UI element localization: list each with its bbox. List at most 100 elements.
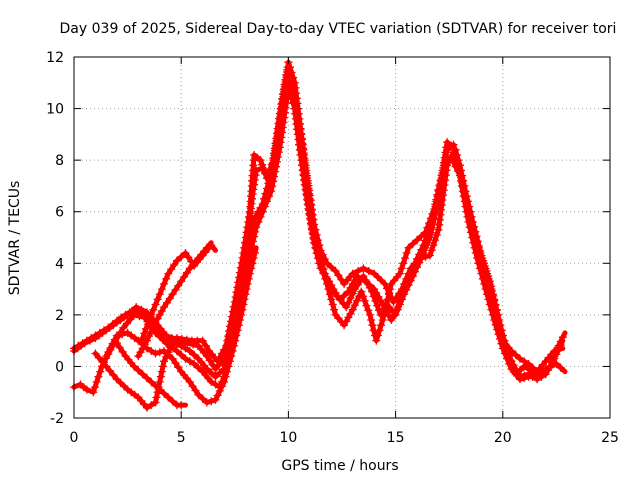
data-point-marker: [478, 274, 487, 283]
data-point-marker: [91, 383, 99, 392]
data-point-marker: [469, 238, 478, 247]
data-point-marker: [147, 310, 156, 319]
data-point-marker: [327, 263, 336, 272]
data-point-marker: [493, 325, 502, 334]
data-point-marker: [211, 380, 220, 389]
data-point-marker: [410, 267, 419, 276]
data-point-marker: [421, 236, 430, 245]
data-point-marker: [337, 275, 346, 284]
data-point-marker: [397, 264, 406, 273]
data-point-marker: [455, 171, 464, 180]
data-point-marker: [490, 316, 499, 324]
data-point-marker: [435, 215, 444, 224]
data-point-marker: [215, 386, 224, 395]
data-point-marker: [547, 362, 555, 371]
data-point-marker: [198, 336, 207, 345]
data-point-marker: [177, 277, 186, 286]
data-point-marker: [423, 223, 432, 232]
data-point-marker: [198, 394, 207, 403]
data-point-marker: [92, 377, 101, 386]
series-sidereal-day-4: [91, 71, 568, 412]
data-point-marker: [261, 189, 270, 198]
data-point-marker: [135, 312, 144, 321]
data-point-marker: [98, 358, 107, 367]
data-point-marker: [147, 401, 156, 410]
data-point-marker: [475, 264, 484, 273]
data-point-marker: [165, 294, 174, 303]
data-point-marker: [432, 195, 441, 204]
data-point-marker: [234, 321, 243, 330]
data-point-marker: [400, 290, 409, 299]
data-point-marker: [328, 300, 337, 309]
data-point-marker: [481, 285, 490, 294]
data-point-marker: [359, 264, 368, 273]
data-point-marker: [398, 295, 406, 304]
data-point-marker: [247, 225, 256, 234]
data-point-marker: [435, 181, 444, 189]
data-point-marker: [151, 398, 160, 407]
data-point-marker: [252, 166, 261, 175]
data-point-marker: [373, 301, 382, 310]
data-point-marker: [251, 249, 259, 257]
data-point-marker: [350, 301, 359, 310]
data-point-marker: [164, 350, 173, 359]
data-point-marker: [207, 377, 216, 386]
data-point-marker: [189, 340, 197, 349]
data-point-marker: [314, 254, 323, 263]
data-point-marker: [221, 372, 230, 381]
data-point-marker: [348, 269, 357, 278]
data-point-marker: [260, 194, 269, 203]
data-point-marker: [554, 345, 563, 354]
data-point-marker: [406, 276, 415, 285]
data-point-marker: [145, 332, 153, 341]
data-point-marker: [105, 366, 114, 375]
data-point-marker: [168, 339, 177, 348]
data-point-marker: [188, 382, 197, 391]
data-point-marker: [202, 365, 211, 373]
data-point-marker: [285, 80, 294, 89]
data-point-marker: [202, 243, 211, 252]
data-point-marker: [202, 352, 211, 361]
data-point-marker: [310, 235, 319, 244]
series-sidereal-day-5: [102, 245, 259, 407]
data-point-marker: [342, 303, 351, 312]
series-sidereal-day-6: [112, 339, 188, 410]
data-point-marker: [520, 357, 529, 366]
data-point-marker: [143, 320, 152, 329]
data-point-marker: [181, 249, 190, 257]
data-point-marker: [443, 138, 452, 147]
series-layer: [70, 58, 568, 412]
data-point-marker: [248, 190, 257, 199]
data-point-marker: [251, 171, 260, 180]
data-point-marker: [168, 354, 177, 363]
data-point-marker: [331, 267, 340, 275]
plot-frame: [73, 56, 611, 419]
data-point-marker: [399, 259, 408, 268]
data-point-marker: [487, 305, 496, 314]
data-point-marker: [308, 225, 316, 234]
data-point-marker: [138, 370, 147, 379]
data-point-marker: [460, 197, 469, 206]
data-point-marker: [130, 362, 138, 371]
data-point-marker: [368, 287, 376, 296]
data-point-marker: [224, 362, 233, 371]
data-point-marker: [278, 95, 287, 104]
data-point-marker: [211, 395, 220, 404]
x-tick-label: 10: [279, 430, 297, 446]
data-point-marker: [437, 171, 446, 180]
x-tick-label: 15: [387, 430, 405, 446]
data-point-marker: [222, 367, 231, 376]
data-point-marker: [299, 166, 308, 175]
data-point-marker: [82, 385, 91, 394]
data-point-marker: [344, 298, 353, 307]
data-point-marker: [402, 285, 411, 294]
data-point-marker: [248, 220, 257, 229]
data-point-marker: [263, 184, 271, 193]
data-point-marker: [174, 281, 183, 290]
data-point-marker: [270, 149, 279, 158]
data-point-marker: [122, 319, 131, 328]
data-point-marker: [449, 158, 458, 167]
data-point-marker: [327, 295, 336, 304]
data-point-marker: [456, 176, 465, 185]
data-point-marker: [368, 321, 377, 330]
